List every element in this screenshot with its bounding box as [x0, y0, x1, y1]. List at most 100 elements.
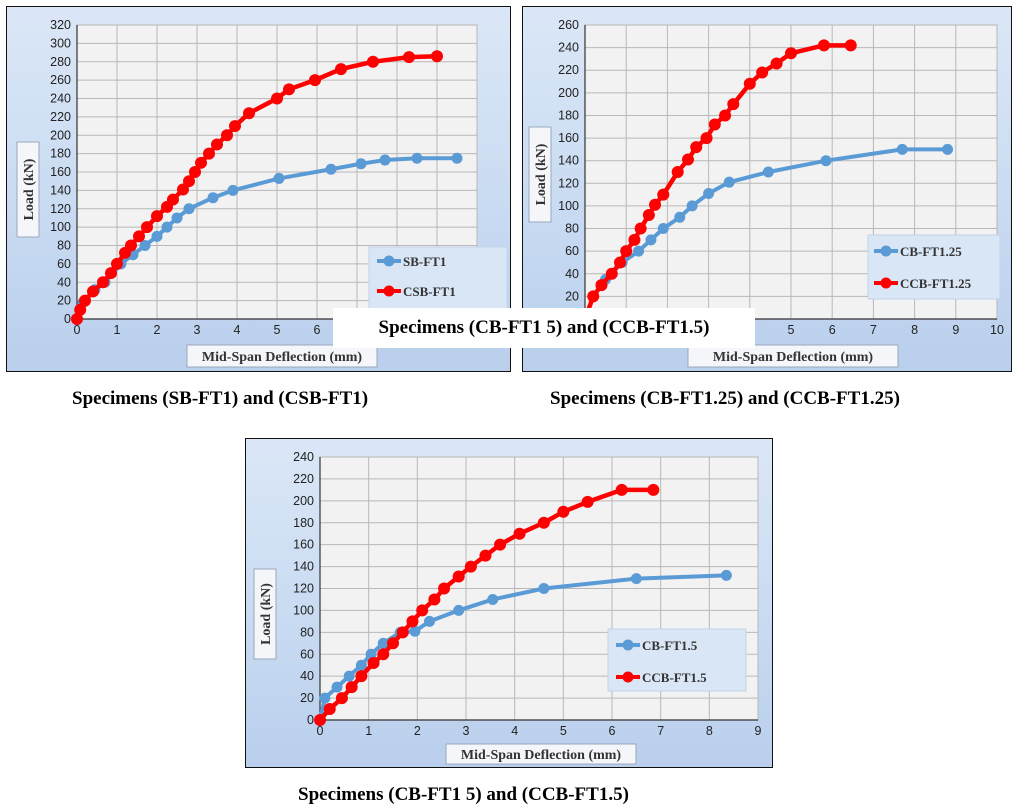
data-point — [229, 120, 241, 133]
y-tick-label: 60 — [300, 647, 314, 661]
data-point — [183, 175, 195, 188]
data-point — [513, 527, 526, 540]
data-point — [141, 221, 153, 234]
data-point — [377, 648, 390, 661]
data-point — [424, 615, 435, 627]
data-point — [674, 211, 686, 223]
data-point — [335, 692, 348, 705]
data-point — [411, 152, 423, 164]
y-axis-label: Load (kN) — [22, 158, 37, 220]
data-point — [365, 648, 377, 660]
caption-sb-ft1: Specimens (SB-FT1) and (CSB-FT1) — [72, 388, 369, 409]
data-point — [314, 714, 326, 726]
data-point — [587, 290, 600, 303]
y-tick-label: 320 — [50, 18, 71, 32]
legend-entry: CCB-FT1.5 — [642, 670, 707, 685]
y-tick-label: 260 — [558, 18, 579, 32]
data-point — [657, 188, 670, 201]
y-tick-label: 20 — [300, 691, 314, 705]
data-point — [97, 276, 109, 289]
data-point — [817, 39, 830, 52]
x-tick-label: 4 — [511, 724, 518, 738]
legend-swatch-marker — [880, 245, 892, 257]
x-tick-label: 9 — [755, 724, 762, 738]
chart-panel-cb-ft1-5: 0 1 2 3 4 5 6 7 8 9 0 20 40 60 80 100 120 140 160 180 200 220… — [245, 438, 773, 768]
x-axis-label: Mid-Span Deflection (mm) — [461, 748, 622, 763]
data-point — [177, 183, 189, 196]
x-axis-label-box — [445, 743, 637, 765]
y-axis-label-box — [528, 126, 552, 223]
data-point — [161, 221, 173, 233]
data-point — [189, 166, 201, 178]
data-point — [167, 193, 179, 206]
y-tick-label: 200 — [293, 494, 314, 508]
data-point — [377, 637, 389, 649]
x-tick-label: 5 — [274, 323, 281, 337]
data-point — [438, 582, 451, 595]
data-point — [355, 670, 368, 683]
data-point — [494, 538, 507, 551]
data-point — [331, 681, 343, 693]
data-point — [642, 208, 655, 221]
data-point — [671, 166, 684, 178]
y-tick-label: 100 — [50, 220, 71, 234]
data-point — [844, 39, 857, 52]
data-point — [686, 200, 698, 212]
legend-swatch-marker — [622, 639, 634, 651]
data-point — [896, 143, 908, 155]
caption-cb-ft1-25: Specimens (CB-FT1.25) and (CCB-FT1.25) — [550, 388, 900, 409]
legend-entry: SB-FT1 — [403, 254, 446, 269]
chart-panel-sb-ft1: 0123456789100204060801001201401601802002… — [6, 6, 511, 372]
data-point — [367, 55, 379, 68]
data-point — [647, 483, 660, 496]
data-point — [633, 245, 645, 257]
data-point — [723, 176, 735, 188]
data-point — [762, 166, 774, 178]
data-point — [416, 604, 429, 617]
data-point — [319, 692, 331, 704]
y-tick-label: 120 — [558, 176, 579, 190]
y-tick-label: 300 — [50, 36, 71, 50]
data-point — [538, 583, 550, 594]
data-point — [355, 158, 367, 170]
data-point — [690, 141, 703, 154]
caption-cb-ft1-5: Specimens (CB-FT1 5) and (CCB-FT1.5) — [298, 784, 629, 805]
data-point — [451, 152, 463, 164]
data-point — [74, 303, 87, 316]
data-point — [171, 212, 183, 224]
data-point — [71, 313, 83, 325]
data-point — [151, 210, 163, 223]
data-point — [719, 109, 732, 122]
x-tick-label: 2 — [154, 323, 161, 337]
data-point — [183, 203, 195, 215]
x-tick-label: 1 — [365, 724, 372, 738]
x-tick-label: 7 — [870, 323, 877, 337]
data-point — [700, 132, 713, 145]
x-tick-label: 8 — [706, 724, 713, 738]
y-tick-label: 220 — [558, 63, 579, 77]
y-tick-label: 60 — [565, 244, 579, 258]
data-point — [645, 234, 657, 246]
y-tick-label: 100 — [293, 603, 314, 617]
y-tick-label: 60 — [57, 257, 71, 271]
data-point — [743, 77, 756, 90]
y-tick-label: 260 — [50, 73, 71, 87]
y-tick-label: 160 — [293, 538, 314, 552]
legend-entry: CSB-FT1 — [403, 284, 456, 299]
chart-svg-2: 0 1 2 3 4 5 6 7 8 9 0 20 40 60 80 100 120 140 160 180 200 220… — [253, 450, 762, 765]
data-point — [387, 637, 399, 650]
y-tick-label: 160 — [50, 165, 71, 179]
x-tick-label: 6 — [609, 724, 616, 738]
y-tick-label: 240 — [50, 92, 71, 106]
y-tick-label: 120 — [293, 582, 314, 596]
data-point — [630, 573, 642, 585]
data-point — [111, 257, 123, 270]
data-point — [614, 256, 627, 269]
overlay-caption: Specimens (CB-FT1 5) and (CCB-FT1.5) — [333, 308, 755, 348]
data-point — [203, 147, 215, 160]
data-point — [657, 223, 669, 235]
data-point — [309, 74, 321, 87]
data-point — [581, 495, 594, 508]
data-point — [271, 92, 283, 105]
y-tick-label: 240 — [293, 450, 314, 464]
